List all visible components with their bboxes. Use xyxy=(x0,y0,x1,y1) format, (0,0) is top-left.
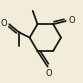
Text: O: O xyxy=(68,16,75,25)
Text: O: O xyxy=(45,69,52,78)
Text: O: O xyxy=(0,19,7,28)
